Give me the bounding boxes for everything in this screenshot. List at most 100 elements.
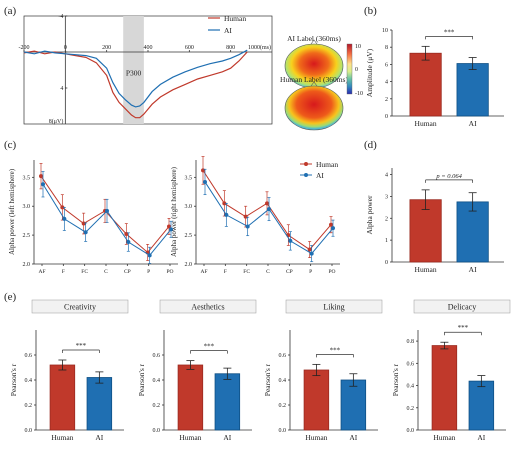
- significance-label: ***: [204, 343, 215, 351]
- topomap-ai-label: AI Label (360ms): [287, 34, 341, 43]
- y-tick-label: 2.5: [23, 233, 31, 239]
- y-axis-label: Pearson's r: [9, 363, 18, 396]
- x-tick-label: 800: [226, 45, 235, 51]
- topomap-human-head: [284, 85, 344, 131]
- data-point: [167, 224, 171, 229]
- y-tick-label: 2: [385, 216, 388, 222]
- panel-label-d: (d): [364, 139, 377, 151]
- y-tick-label: 0: [385, 114, 388, 120]
- y-tick-label: 10: [382, 28, 388, 34]
- creativity-chart: 0.0 0.2 0.4 0.6 Pearson's r Human AI *** Creativ…: [9, 299, 129, 442]
- y-tick-label: 0.0: [25, 428, 33, 434]
- x-tick-label: 0: [64, 45, 67, 51]
- bar-ai: [456, 63, 489, 117]
- bar-ai: [456, 201, 489, 263]
- aesthetics-chart: 0.0 0.2 0.4 0.6 Pearson's r Human AI *** Aesthet…: [137, 299, 257, 442]
- panel-label-a: (a): [4, 5, 17, 17]
- data-point: [60, 205, 65, 210]
- y-tick-label: 2.0: [23, 262, 31, 268]
- data-point: [81, 221, 86, 226]
- p300-window: [123, 16, 144, 124]
- x-tick-label: AI: [95, 433, 103, 442]
- liking-chart: 0.0 0.2 0.4 0.6 Pearson's r Human AI *** Liking: [263, 299, 383, 442]
- data-point: [243, 214, 248, 219]
- x-tick-label: AI: [349, 433, 357, 442]
- y-axis-label: Alpha power: [365, 195, 374, 234]
- legend-label-human: Human: [316, 160, 338, 169]
- amplitude-chart: 0 2 4 6 8 10 Amplitude (μV) Human AI ***: [365, 28, 504, 128]
- x-tick-label: F: [62, 269, 65, 275]
- data-point: [245, 224, 250, 229]
- y-axis-label: Amplitude (μV): [365, 48, 374, 97]
- bar-ai: [468, 380, 495, 431]
- x-tick-label: Human: [415, 265, 437, 274]
- chart-title: Liking: [323, 303, 344, 312]
- data-point: [62, 216, 67, 221]
- y-tick-label: 3.0: [23, 204, 31, 210]
- legend-label-human: Human: [224, 14, 246, 23]
- x-tick-label: AI: [469, 119, 477, 128]
- alpha-total-chart: 0 1 2 3 4 Alpha power Human AI p = 0.064: [365, 168, 504, 274]
- data-point: [222, 201, 227, 206]
- bar-human: [409, 52, 442, 117]
- y-tick-label: 1: [385, 238, 388, 244]
- data-point: [126, 240, 131, 245]
- colorbar: 10 0 -10: [346, 43, 363, 97]
- data-point: [41, 182, 45, 187]
- y-tick-label: 0.0: [279, 428, 287, 434]
- bar-human: [177, 364, 204, 431]
- bar-ai: [86, 377, 113, 431]
- bar-ai: [214, 373, 241, 431]
- data-point: [83, 230, 88, 235]
- data-point: [267, 207, 271, 212]
- significance-label: ***: [76, 342, 87, 350]
- p300-label: P300: [126, 68, 142, 77]
- x-unit-label: 1000(ms): [248, 44, 271, 51]
- data-point: [307, 247, 312, 252]
- significance-label: ***: [458, 324, 469, 332]
- bar-human: [431, 345, 458, 431]
- colorbar-tick-mid: 0: [355, 67, 358, 73]
- panel-label-e: (e): [4, 291, 17, 303]
- y-tick-label: 0.6: [279, 353, 287, 359]
- colorbar-tick-bottom: -10: [355, 91, 363, 97]
- x-tick-label: Human: [51, 433, 73, 442]
- y-unit-label: 8(μV): [49, 118, 64, 125]
- x-tick-label: 600: [185, 45, 194, 51]
- colorbar-strip: [346, 43, 353, 95]
- topomap-ai-nose: [310, 39, 318, 45]
- x-tick-label: C: [266, 269, 270, 275]
- plot-frame: [23, 15, 273, 125]
- x-tick-label: FC: [81, 269, 88, 275]
- y-tick-label: 4: [385, 173, 388, 179]
- y-tick-label: 8: [385, 45, 388, 51]
- legend-label-ai: AI: [316, 171, 324, 180]
- y-tick-label: 4: [385, 80, 388, 86]
- colorbar-tick-top: 10: [355, 44, 361, 50]
- y-tick-label: 3: [385, 194, 388, 200]
- significance-label: ***: [330, 346, 341, 354]
- y-tick-label: 0.0: [407, 428, 415, 434]
- title-box: [31, 299, 129, 314]
- y-tick-label: 6: [385, 62, 388, 68]
- title-box: [285, 299, 383, 314]
- y-axis-label: Pearson's r: [263, 363, 272, 396]
- x-tick-label: F: [224, 269, 227, 275]
- x-tick-label: C: [104, 269, 108, 275]
- x-tick-label: PO: [328, 269, 335, 275]
- y-tick-label: 0.2: [407, 406, 415, 412]
- chart-title: Creativity: [64, 303, 96, 312]
- data-point: [331, 226, 335, 231]
- legend-marker: [304, 173, 308, 177]
- y-tick-label: 0.2: [25, 403, 33, 409]
- alpha-right-chart: 2.0 2.5 3.0 3.5 AF F FC C CP P PO Alpha power (righ…: [170, 156, 340, 275]
- data-point: [203, 179, 207, 184]
- y-tick-label: 0.6: [153, 353, 161, 359]
- significance-label: p = 0.064: [435, 173, 462, 180]
- data-point: [224, 212, 229, 217]
- y-tick-label: 2.0: [185, 262, 193, 268]
- topomap-ai: AI Label (360ms): [284, 34, 344, 89]
- x-tick-label: Human: [179, 433, 201, 442]
- data-point: [288, 238, 293, 243]
- bar-ai: [340, 379, 367, 431]
